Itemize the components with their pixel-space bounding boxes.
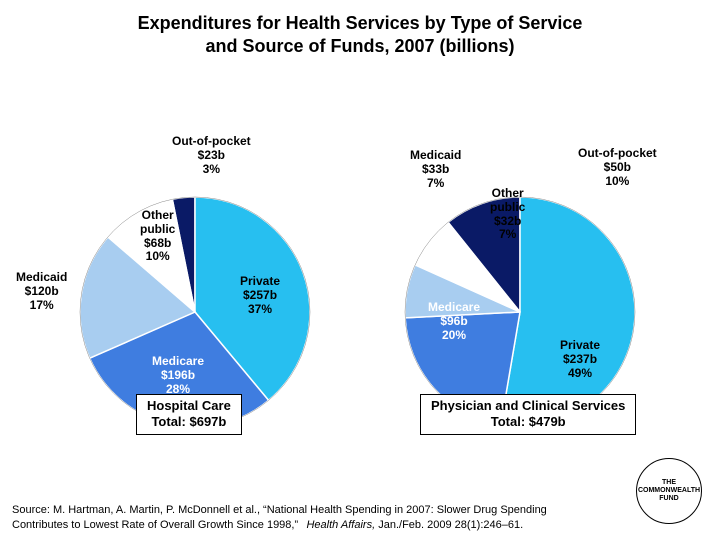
logo-text: THE COMMONWEALTH FUND	[637, 479, 701, 503]
page-title: Expenditures for Health Services by Type…	[0, 0, 720, 57]
source-after: Jan./Feb. 2009 28(1):246–61.	[378, 519, 523, 531]
charts-area: Out-of-pocket$23b3% Private$257b37% Medica…	[0, 57, 720, 437]
chart2-slice-label-0: Out-of-pocket$50b10%	[578, 147, 657, 188]
chart2-caption-line2: Total: $479b	[491, 414, 566, 429]
chart2-slice-label-1: Private$237b49%	[560, 339, 600, 380]
chart1-slice-label-4: Otherpublic$68b10%	[140, 209, 175, 264]
source-citation: Source: M. Hartman, A. Martin, P. McDonn…	[12, 503, 600, 532]
chart1-caption: Hospital Care Total: $697b	[136, 394, 242, 435]
chart2-slice-label-4: Otherpublic$32b7%	[490, 187, 525, 242]
chart2-slice-label-2: Medicare$96b20%	[428, 301, 480, 342]
chart2-caption: Physician and Clinical Services Total: $…	[420, 394, 636, 435]
chart1-caption-line1: Hospital Care	[147, 398, 231, 413]
chart1-slice-label-2: Medicare$196b28%	[152, 355, 204, 396]
chart1-slice-label-3: Medicaid$120b17%	[16, 271, 67, 312]
source-italic: Health Affairs,	[306, 519, 375, 531]
title-line-2: and Source of Funds, 2007 (billions)	[205, 36, 514, 56]
title-line-1: Expenditures for Health Services by Type…	[138, 13, 583, 33]
chart1-slice-label-0: Out-of-pocket$23b3%	[172, 135, 251, 176]
chart2-caption-line1: Physician and Clinical Services	[431, 398, 625, 413]
chart1-caption-line2: Total: $697b	[151, 414, 226, 429]
chart1-slice-label-1: Private$257b37%	[240, 275, 280, 316]
chart2-slice-label-3: Medicaid$33b7%	[410, 149, 461, 190]
commonwealth-fund-logo: THE COMMONWEALTH FUND	[636, 458, 702, 524]
